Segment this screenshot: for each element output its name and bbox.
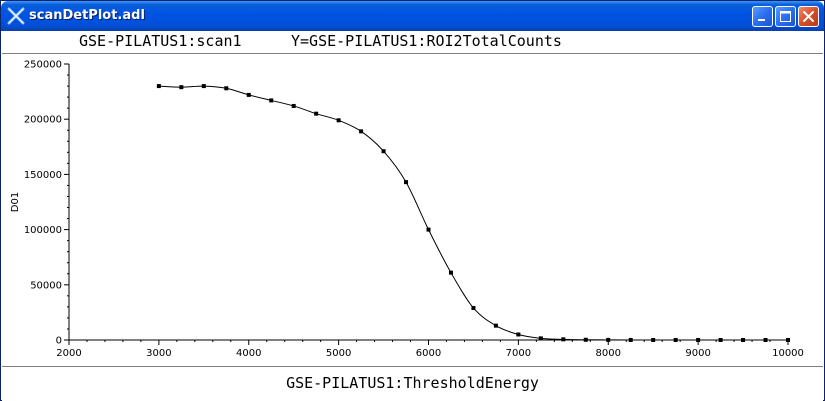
data-point — [538, 336, 543, 341]
y-tick-label: 250000 — [24, 60, 62, 71]
x-icon — [7, 7, 25, 25]
x-tick-label: 2000 — [56, 348, 81, 359]
plot-footer: GSE-PILATUS1:ThresholdEnergy — [2, 366, 823, 401]
maximize-icon — [780, 11, 791, 22]
data-point — [673, 337, 678, 342]
data-point — [651, 337, 656, 342]
data-point — [786, 338, 790, 342]
data-point — [448, 270, 453, 275]
data-point — [381, 149, 386, 154]
window-title: scanDetPlot.adl — [29, 8, 145, 23]
data-point — [583, 337, 588, 342]
x-tick-label: 4000 — [236, 348, 261, 359]
x-axis-label: GSE-PILATUS1:ThresholdEnergy — [286, 374, 539, 392]
data-point — [314, 111, 319, 116]
maximize-button[interactable] — [775, 6, 796, 27]
y-tick-label: 100000 — [24, 225, 62, 236]
minimize-button[interactable] — [752, 6, 773, 27]
minimize-icon — [758, 19, 765, 21]
data-point — [628, 337, 633, 342]
y-tick-label: 0 — [56, 336, 62, 347]
x-tick-label: 10000 — [772, 348, 804, 359]
x-tick-label: 5000 — [326, 348, 351, 359]
data-point — [359, 129, 364, 134]
data-point — [696, 337, 701, 342]
y-tick-label: 50000 — [30, 280, 62, 291]
data-point — [493, 323, 498, 328]
data-point — [404, 180, 409, 185]
data-point — [201, 84, 206, 89]
x-tick-label: 7000 — [506, 348, 531, 359]
scan-label: GSE-PILATUS1:scan1 — [79, 32, 242, 50]
data-point — [156, 84, 161, 89]
line-chart: D01 0 50000 100000 150000 200000 250000 2000 300… — [10, 60, 804, 360]
data-point — [606, 337, 611, 342]
y-tick-label: 200000 — [24, 115, 62, 126]
data-point — [516, 332, 521, 337]
data-point — [291, 103, 296, 108]
x-tick-label: 6000 — [416, 348, 441, 359]
x-tick-label: 3000 — [146, 348, 171, 359]
y-tick-label: 150000 — [24, 170, 62, 181]
title-bar[interactable]: scanDetPlot.adl — [1, 1, 824, 31]
plot-area: D01 0 50000 100000 150000 200000 250000 2000 300… — [2, 54, 823, 365]
series-line — [158, 85, 788, 341]
data-point — [224, 86, 229, 91]
data-point — [246, 92, 251, 97]
y-axis-title: D01 — [10, 192, 21, 212]
data-point — [763, 338, 768, 342]
data-point — [336, 118, 341, 123]
x-tick-label: 8000 — [596, 348, 621, 359]
data-point — [471, 305, 476, 310]
close-icon — [803, 11, 814, 22]
data-point — [561, 337, 566, 342]
close-button[interactable] — [798, 6, 819, 27]
plot-header: GSE-PILATUS1:scan1 Y=GSE-PILATUS1:ROI2To… — [2, 31, 823, 54]
data-point — [426, 227, 431, 232]
data-point — [179, 85, 184, 90]
data-point — [741, 338, 746, 342]
data-point — [718, 338, 723, 342]
data-point — [269, 98, 274, 103]
x-tick-label: 9000 — [685, 348, 710, 359]
y-signal-label: Y=GSE-PILATUS1:ROI2TotalCounts — [291, 32, 562, 50]
